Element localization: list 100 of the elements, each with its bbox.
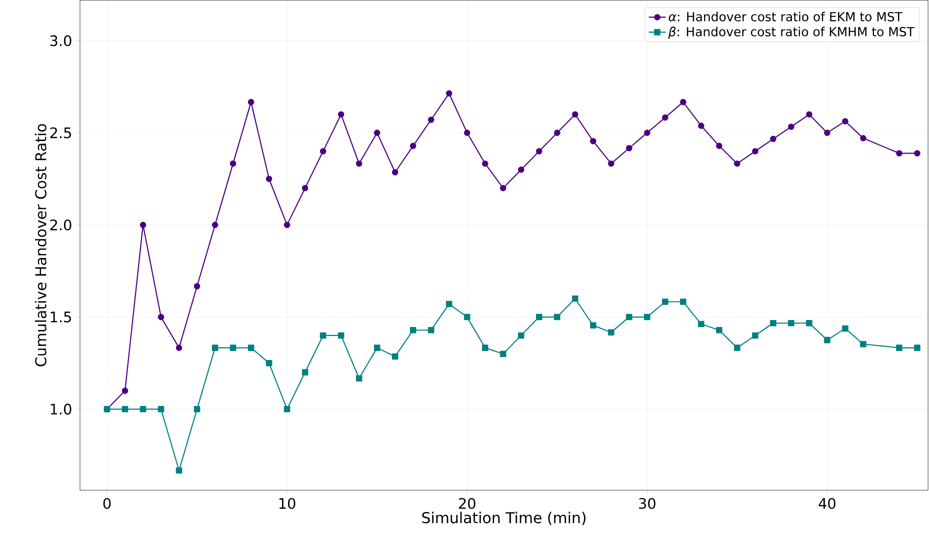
point bbox=[788, 124, 794, 130]
point bbox=[626, 314, 632, 320]
point bbox=[320, 332, 326, 339]
point bbox=[158, 406, 164, 412]
point bbox=[302, 184, 308, 192]
point bbox=[212, 344, 218, 351]
point bbox=[500, 184, 506, 192]
point bbox=[716, 142, 722, 149]
point bbox=[626, 144, 632, 152]
point bbox=[338, 111, 344, 118]
x-axis-title: Simulation Time (min) bbox=[422, 512, 586, 525]
point bbox=[842, 325, 848, 332]
point bbox=[266, 176, 272, 182]
point bbox=[806, 320, 812, 326]
point bbox=[914, 150, 920, 156]
point bbox=[896, 344, 902, 351]
point bbox=[536, 314, 542, 320]
point bbox=[122, 387, 128, 394]
point bbox=[266, 360, 272, 366]
point bbox=[662, 114, 668, 121]
y-axis-title: Cumulative Handover Cost Ratio bbox=[34, 124, 46, 366]
point bbox=[320, 148, 326, 154]
point bbox=[212, 222, 218, 228]
point bbox=[428, 326, 434, 334]
point bbox=[590, 138, 596, 144]
point bbox=[590, 322, 596, 328]
point bbox=[338, 332, 344, 339]
point bbox=[410, 326, 416, 334]
y-tick-label: 1.0 bbox=[50, 404, 72, 415]
x-tick-label: 0 bbox=[103, 498, 111, 509]
y-tick-label: 2.5 bbox=[50, 127, 71, 138]
point bbox=[518, 166, 524, 173]
point bbox=[608, 160, 614, 167]
y-tick-label: 3.0 bbox=[50, 35, 72, 46]
point bbox=[158, 314, 164, 320]
point bbox=[122, 406, 128, 412]
point bbox=[392, 169, 398, 176]
point bbox=[392, 353, 398, 360]
point bbox=[554, 314, 560, 320]
point bbox=[770, 136, 776, 142]
y-tick-label: 1.5 bbox=[50, 312, 71, 322]
point bbox=[536, 148, 542, 154]
point bbox=[500, 350, 506, 357]
x-tick-label: 30 bbox=[639, 498, 656, 509]
y-tick-label: 2.0 bbox=[50, 219, 72, 230]
point bbox=[788, 320, 794, 326]
point bbox=[572, 111, 578, 118]
point bbox=[194, 406, 200, 412]
point bbox=[356, 160, 362, 167]
point bbox=[752, 332, 758, 339]
point bbox=[284, 406, 290, 412]
point bbox=[860, 134, 866, 142]
point bbox=[464, 130, 470, 136]
point bbox=[608, 329, 614, 336]
point bbox=[140, 406, 146, 412]
point bbox=[662, 298, 668, 305]
point bbox=[464, 314, 470, 320]
point bbox=[482, 160, 488, 167]
point bbox=[482, 344, 488, 351]
point bbox=[860, 340, 866, 348]
point bbox=[698, 122, 704, 129]
point bbox=[824, 336, 830, 344]
point bbox=[446, 300, 452, 308]
point bbox=[644, 130, 650, 136]
point bbox=[374, 130, 380, 136]
point bbox=[680, 98, 686, 106]
point bbox=[284, 222, 290, 228]
point bbox=[140, 222, 146, 228]
point bbox=[734, 344, 740, 351]
point bbox=[446, 90, 452, 96]
point bbox=[302, 369, 308, 376]
point bbox=[752, 148, 758, 154]
point bbox=[734, 160, 740, 167]
legend-label: α: Handover cost ratio of EKM to MST bbox=[668, 12, 902, 22]
point bbox=[698, 320, 704, 328]
point bbox=[806, 111, 812, 118]
x-tick-label: 40 bbox=[818, 498, 836, 509]
point bbox=[914, 344, 920, 351]
point bbox=[644, 314, 650, 320]
point bbox=[248, 98, 254, 106]
point bbox=[374, 344, 380, 351]
point bbox=[770, 320, 776, 326]
point bbox=[428, 116, 434, 123]
point bbox=[518, 332, 524, 339]
point bbox=[824, 130, 830, 136]
x-tick-label: 10 bbox=[279, 498, 296, 509]
point bbox=[554, 130, 560, 136]
point bbox=[176, 344, 182, 351]
point bbox=[230, 160, 236, 167]
legend-label: β: Handover cost ratio of KMHM to MST bbox=[668, 26, 914, 39]
x-tick-label: 20 bbox=[458, 498, 476, 509]
point bbox=[230, 344, 236, 351]
point bbox=[680, 298, 686, 305]
point bbox=[248, 344, 254, 351]
point bbox=[410, 142, 416, 149]
point bbox=[716, 326, 722, 334]
point bbox=[194, 283, 200, 290]
point bbox=[572, 295, 578, 302]
point bbox=[356, 375, 362, 382]
point bbox=[896, 150, 902, 156]
